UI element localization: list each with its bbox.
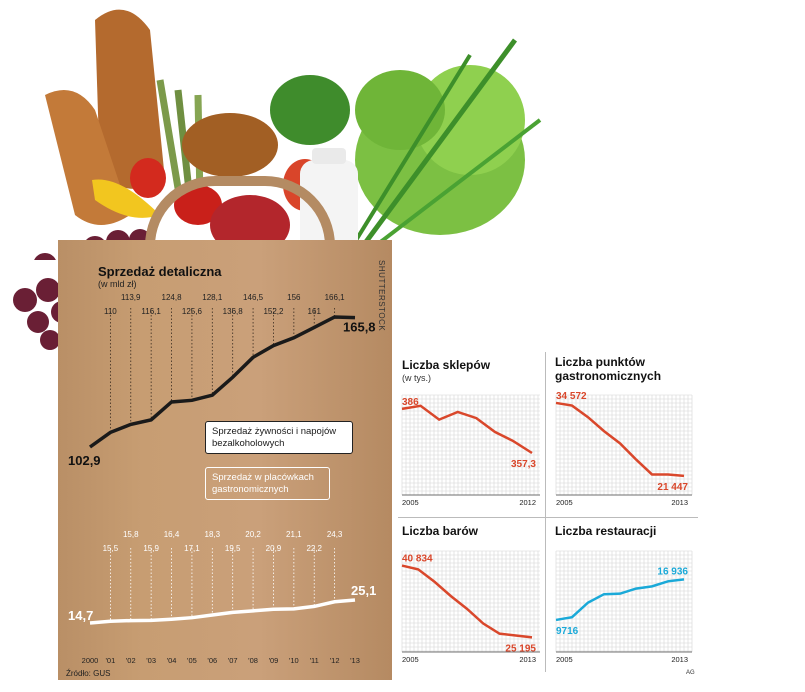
callout-food-sales: Sprzedaż żywności i napojów bezalkoholow… (205, 421, 353, 454)
callout-gastro-sales: Sprzedaż w placówkach gastronomicznych (205, 467, 330, 500)
gastro-value-label: 15,9 (143, 544, 159, 553)
x-axis-label: 2000 (82, 656, 99, 665)
series-line (401, 404, 533, 455)
panel-bars: 40 834 25 195 2005 2013 (401, 550, 540, 664)
source-label: Źródło: GUS (66, 669, 111, 678)
callout-gastro-text: Sprzedaż w placówkach gastronomicznych (212, 472, 314, 495)
food-value-label: 146,5 (243, 293, 264, 302)
callout-food-text: Sprzedaż żywności i napojów bezalkoholow… (212, 426, 337, 449)
x-axis-end-label: 2013 (519, 655, 536, 664)
x-axis-label: '08 (248, 656, 258, 665)
panel-gastro-points: 34 572 21 447 2005 2013 (555, 391, 693, 507)
gastro-sales-line (89, 598, 356, 625)
food-value-label: 110 (104, 307, 117, 316)
x-axis-label: '07 (228, 656, 238, 665)
start-value-label: 34 572 (556, 391, 587, 402)
food-value-label: 102,9 (68, 453, 101, 468)
gastro-value-label: 17,1 (184, 544, 200, 553)
x-axis-end-label: 2013 (671, 498, 688, 507)
panel-title-restaurants: Liczba restauracji (555, 524, 657, 538)
gastro-value-label: 20,2 (245, 530, 261, 539)
panel-title-shops: Liczba sklepów (402, 358, 491, 372)
food-value-label: 113,9 (121, 293, 141, 302)
x-axis-start-label: 2005 (556, 498, 573, 507)
x-axis-start-label: 2005 (402, 498, 419, 507)
end-value-label: 357,3 (511, 459, 536, 470)
food-value-label: 165,8 (343, 320, 376, 335)
x-axis-label: '03 (146, 656, 156, 665)
start-value-label: 9716 (556, 626, 579, 637)
author-mark: AG (686, 670, 695, 676)
gastro-value-label: 24,3 (327, 530, 343, 539)
gastro-value-label: 22,2 (306, 544, 322, 553)
gastro-value-label: 15,5 (103, 544, 119, 553)
x-axis-label: '11 (310, 656, 319, 665)
panel-unit-shops: (w tys.) (402, 373, 431, 383)
food-value-label: 124,8 (162, 293, 183, 302)
panel-title-bars: Liczba barów (402, 524, 479, 538)
bag-handle (145, 176, 335, 296)
end-value-label: 25 195 (505, 643, 536, 654)
gastro-value-label: 18,3 (205, 530, 221, 539)
food-value-label: 166,1 (325, 293, 346, 302)
panel-title-gastro-points: Liczba punktów gastronomicznych (555, 355, 662, 383)
series-line (555, 578, 685, 622)
paper-bag (58, 240, 392, 680)
food-value-label: 161 (308, 307, 322, 316)
x-axis-label: '02 (126, 656, 136, 665)
x-axis-end-label: 2013 (671, 655, 688, 664)
series-line (555, 401, 685, 478)
x-axis-label: '05 (187, 656, 197, 665)
x-axis-label: '04 (167, 656, 177, 665)
x-axis-label: '09 (269, 656, 279, 665)
x-axis-label: '13 (350, 656, 360, 665)
start-value-label: 40 834 (402, 554, 433, 565)
retail-sales-chart: 102,9 14,7 2000 110 15,5 '01 113,9 15,8 '02 116,1… (68, 293, 376, 665)
gastro-value-label: 25,1 (351, 583, 376, 598)
food-value-label: 116,1 (141, 307, 161, 316)
x-axis-label: '10 (289, 656, 299, 665)
bag-chart-title: Sprzedaż detaliczna (98, 264, 222, 279)
end-value-label: 16 936 (657, 566, 688, 577)
gastro-value-label: 16,4 (164, 530, 180, 539)
panel-divider-vertical (545, 352, 546, 672)
food-value-label: 125,6 (182, 307, 203, 316)
gastro-value-label: 14,7 (68, 608, 93, 623)
food-value-label: 128,1 (202, 293, 223, 302)
bag-chart-unit: (w mld zł) (98, 279, 137, 289)
end-value-label: 21 447 (657, 482, 688, 493)
gastro-value-label: 15,8 (123, 530, 139, 539)
food-value-label: 156 (287, 293, 301, 302)
food-value-label: 136,8 (223, 307, 244, 316)
panel-restaurants: 9716 16 936 2005 2013 (555, 550, 693, 664)
start-value-label: 386 (402, 397, 419, 408)
gastro-value-label: 20,9 (266, 544, 282, 553)
gastro-value-label: 21,1 (286, 530, 302, 539)
x-axis-end-label: 2012 (519, 498, 536, 507)
series-line (401, 564, 533, 639)
x-axis-label: '12 (330, 656, 340, 665)
panel-shops: 386 357,3 2005 2012 (401, 394, 540, 507)
x-axis-start-label: 2005 (556, 655, 573, 664)
panel-divider-horizontal (398, 517, 698, 518)
x-axis-label: '06 (207, 656, 217, 665)
food-value-label: 152,2 (263, 307, 284, 316)
x-axis-start-label: 2005 (402, 655, 419, 664)
gastro-value-label: 19,5 (225, 544, 241, 553)
food-sales-line (88, 315, 356, 449)
x-axis-label: '01 (105, 656, 115, 665)
